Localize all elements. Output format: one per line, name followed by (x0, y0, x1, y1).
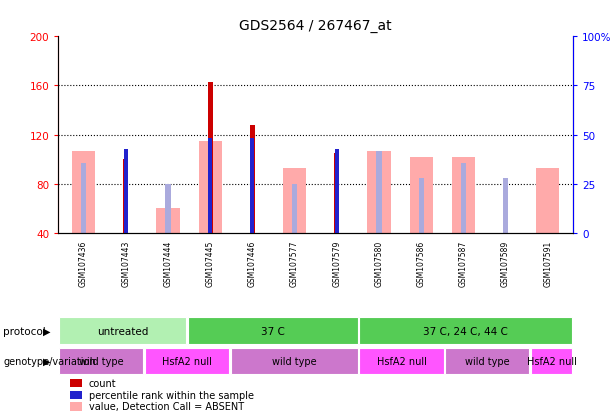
Text: GSM107445: GSM107445 (206, 240, 215, 286)
Bar (445, 348, 530, 374)
Text: wild type: wild type (79, 356, 123, 366)
Bar (145, 348, 229, 374)
Bar (367, 151, 390, 233)
Text: ▶: ▶ (44, 356, 51, 366)
Title: GDS2564 / 267467_at: GDS2564 / 267467_at (240, 19, 392, 33)
Bar (72, 151, 95, 233)
Bar (250, 184, 255, 233)
Text: wild type: wild type (272, 356, 316, 366)
Bar (188, 318, 358, 344)
Text: GSM107446: GSM107446 (248, 240, 257, 286)
Text: ▶: ▶ (44, 326, 51, 336)
Bar (230, 348, 358, 374)
Bar (536, 169, 560, 233)
Text: GSM107580: GSM107580 (375, 240, 384, 286)
Bar (359, 318, 573, 344)
Text: 37 C: 37 C (261, 326, 284, 336)
Bar (419, 178, 424, 233)
Bar (123, 184, 128, 233)
Text: GSM107591: GSM107591 (543, 240, 552, 286)
Bar (59, 348, 143, 374)
Bar (292, 184, 297, 233)
Text: count: count (89, 378, 116, 388)
Bar (123, 160, 128, 233)
Bar (503, 178, 508, 233)
Text: HsfA2 null: HsfA2 null (527, 356, 577, 366)
Text: protocol: protocol (3, 326, 46, 336)
Text: GSM107589: GSM107589 (501, 240, 510, 286)
Text: percentile rank within the sample: percentile rank within the sample (89, 390, 254, 400)
Text: HsfA2 null: HsfA2 null (162, 356, 212, 366)
Text: GSM107436: GSM107436 (79, 240, 88, 286)
Bar (250, 139, 254, 233)
Text: HsfA2 null: HsfA2 null (376, 356, 427, 366)
Bar (59, 318, 186, 344)
Text: GSM107586: GSM107586 (417, 240, 425, 286)
Text: GSM107579: GSM107579 (332, 240, 341, 286)
Text: 37 C, 24 C, 44 C: 37 C, 24 C, 44 C (424, 326, 508, 336)
Bar (250, 126, 255, 233)
Bar (156, 209, 180, 233)
Bar (81, 164, 86, 233)
Text: value, Detection Call = ABSENT: value, Detection Call = ABSENT (89, 401, 244, 411)
Bar (208, 83, 213, 233)
Text: genotype/variation: genotype/variation (3, 356, 96, 366)
Text: wild type: wild type (465, 356, 509, 366)
Bar (124, 150, 128, 233)
Bar (283, 169, 306, 233)
Text: GSM107587: GSM107587 (459, 240, 468, 286)
Bar (199, 141, 222, 233)
Bar (409, 157, 433, 233)
Text: untreated: untreated (97, 326, 148, 336)
Bar (376, 151, 381, 233)
Bar (166, 184, 170, 233)
Text: GSM107443: GSM107443 (121, 240, 131, 286)
Bar (359, 348, 444, 374)
Bar (461, 164, 466, 233)
Bar (335, 150, 339, 233)
Bar (334, 154, 340, 233)
Bar (531, 348, 573, 374)
Bar (452, 157, 475, 233)
Text: GSM107577: GSM107577 (290, 240, 299, 286)
Bar (208, 139, 212, 233)
Text: GSM107444: GSM107444 (164, 240, 172, 286)
